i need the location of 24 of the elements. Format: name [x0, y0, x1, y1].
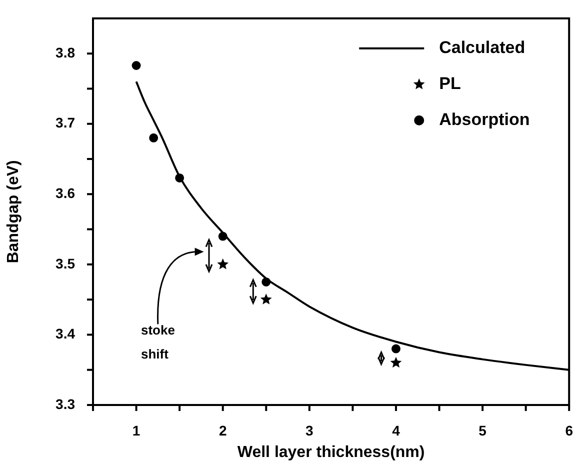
- point: [217, 258, 229, 270]
- x-tick-label: 4: [392, 422, 400, 438]
- legend-label: Absorption: [439, 110, 530, 130]
- point: [132, 60, 141, 70]
- point: [390, 356, 402, 368]
- x-axis-title: Well layer thickness(nm): [237, 444, 425, 461]
- legend-label: PL: [439, 74, 461, 94]
- y-axis-title: Bandgap (eV): [5, 160, 22, 264]
- point: [391, 344, 400, 354]
- y-tick-label: 3.6: [56, 184, 76, 201]
- x-tick-label: 3: [306, 422, 314, 438]
- y-tick-label: 3.4: [56, 326, 76, 342]
- y-tick-label: 3.7: [56, 114, 76, 131]
- y-tick-label: 3.3: [56, 396, 76, 412]
- y-tick-label: 3.5: [56, 255, 76, 272]
- legend-label: Calculated: [439, 38, 526, 58]
- point: [149, 133, 158, 142]
- y-tick-label: 3.8: [56, 44, 76, 60]
- annotation: stoke shift: [141, 322, 175, 362]
- x-tick-label: 2: [218, 422, 227, 438]
- point: [260, 294, 272, 304]
- x-tick-label: 6: [565, 422, 574, 438]
- x-tick-label: 5: [478, 422, 487, 438]
- x-tick-label: 1: [132, 422, 140, 438]
